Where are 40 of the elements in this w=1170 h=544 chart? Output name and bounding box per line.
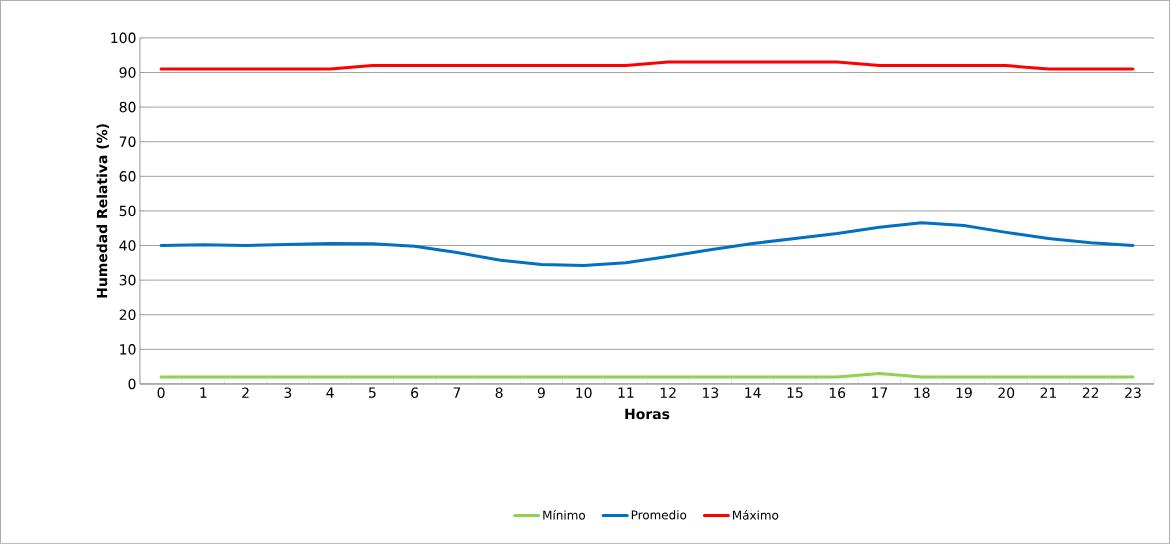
y-tick-label: 100 xyxy=(111,32,136,44)
x-tick-label: 5 xyxy=(368,387,376,398)
y-tick-label: 90 xyxy=(119,67,136,78)
x-tick-label: 19 xyxy=(956,387,972,399)
y-tick-label: 80 xyxy=(119,101,136,113)
x-axis-title: Horas xyxy=(625,408,670,420)
x-tick-label: 18 xyxy=(914,387,930,399)
x-tick-label: 8 xyxy=(495,387,503,399)
x-tick-label: 0 xyxy=(157,387,165,399)
x-tick-label: 12 xyxy=(660,387,676,398)
x-tick-label: 2 xyxy=(242,387,249,398)
x-tick-label: 7 xyxy=(453,387,461,398)
x-tick-label: 4 xyxy=(326,387,334,398)
y-tick-label: 70 xyxy=(119,136,136,148)
x-tick-label: 9 xyxy=(537,387,545,399)
x-tick-label: 17 xyxy=(872,387,888,398)
x-tick-label: 13 xyxy=(703,387,719,399)
x-tick-label: 6 xyxy=(411,387,419,399)
x-tick-label: 20 xyxy=(998,387,1015,399)
x-tick-label: 3 xyxy=(284,387,292,399)
y-tick-label: 0 xyxy=(128,378,136,390)
y-tick-label: 40 xyxy=(119,240,136,251)
legend-label: Promedio xyxy=(631,510,687,520)
y-tick-label: 60 xyxy=(119,171,136,182)
x-tick-label: 11 xyxy=(618,387,634,398)
y-tick-label: 20 xyxy=(119,309,136,321)
x-tick-label: 16 xyxy=(829,387,846,399)
y-tick-label: 10 xyxy=(120,344,136,355)
y-tick-label: 30 xyxy=(119,274,136,286)
x-tick-label: 1 xyxy=(200,387,207,398)
y-tick-label: 50 xyxy=(119,205,136,217)
x-tick-label: 21 xyxy=(1040,387,1057,398)
x-tick-label: 22 xyxy=(1082,387,1099,398)
x-tick-label: 23 xyxy=(1125,387,1141,399)
y-axis-title: Humedad Relativa (%) xyxy=(96,124,109,298)
x-tick-label: 14 xyxy=(745,387,761,398)
legend-label: Mínimo xyxy=(543,509,586,520)
x-tick-label: 10 xyxy=(576,387,592,399)
legend-label: Máximo xyxy=(733,509,779,520)
x-tick-label: 15 xyxy=(787,387,803,398)
